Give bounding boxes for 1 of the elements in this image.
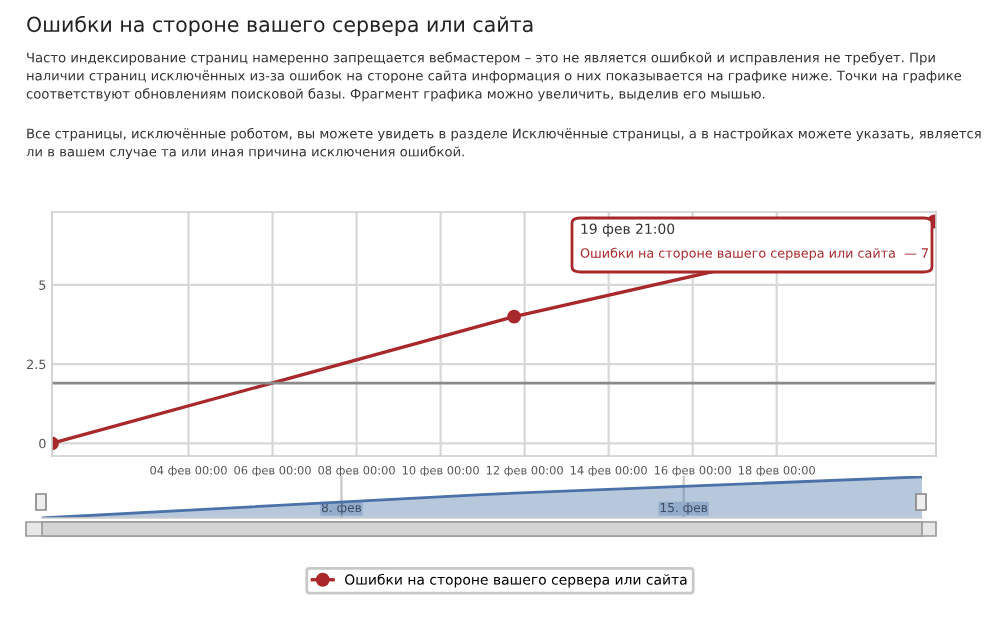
chart-title: Ошибки на стороне вашего сервера или сайта bbox=[27, 15, 533, 37]
